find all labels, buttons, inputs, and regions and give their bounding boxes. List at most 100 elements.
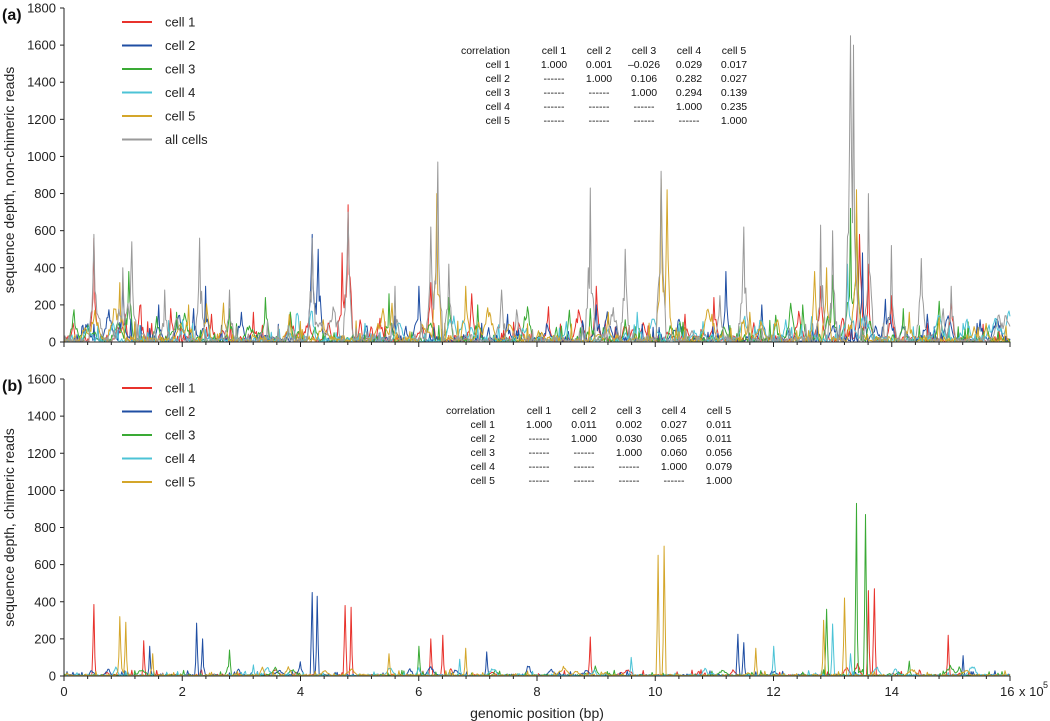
y-tick-label: 1400 bbox=[27, 409, 56, 424]
legend-entry: cell 1 bbox=[165, 15, 195, 30]
table-cell: 0.027 bbox=[721, 73, 747, 85]
table-row-label: cell 2 bbox=[485, 73, 510, 85]
table-cell: ------ bbox=[544, 73, 565, 85]
table-cell: 0.027 bbox=[661, 419, 687, 431]
table-cell: 1.000 bbox=[616, 447, 642, 459]
table-row-label: cell 5 bbox=[485, 115, 510, 127]
table-header: cell 1 bbox=[542, 45, 567, 57]
table-cell: ------ bbox=[679, 115, 700, 127]
table-cell: ------ bbox=[664, 475, 685, 487]
legend-entry: all cells bbox=[165, 132, 208, 147]
correlation-table: correlation cell 1 cell 2 cell 3 cell 4 cell … bbox=[446, 405, 732, 487]
y-tick-label: 200 bbox=[34, 631, 56, 646]
table-cell: 0.139 bbox=[721, 87, 747, 99]
legend-entry: cell 3 bbox=[165, 428, 195, 443]
table-cell: 1.000 bbox=[676, 101, 702, 113]
table-cell: 0.011 bbox=[571, 419, 597, 431]
x-tick-label: 4 bbox=[297, 684, 304, 699]
series-line-all-cells bbox=[63, 35, 1011, 343]
y-axis-title: sequence depth, chimeric reads bbox=[1, 428, 17, 626]
correlation-table: correlation cell 1 cell 2 cell 3 cell 4 cell … bbox=[461, 45, 747, 127]
y-tick-label: 1800 bbox=[27, 1, 56, 16]
table-cell: 0.079 bbox=[706, 461, 732, 473]
table-cell: 0.002 bbox=[616, 419, 642, 431]
table-cell: ------ bbox=[619, 475, 640, 487]
table-header: cell 3 bbox=[632, 45, 657, 57]
table-cell: –0.026 bbox=[628, 59, 660, 71]
table-cell: ------ bbox=[574, 475, 595, 487]
table-cell: 0.060 bbox=[661, 447, 687, 459]
table-cell: 0.029 bbox=[676, 59, 702, 71]
table-cell: 1.000 bbox=[541, 59, 567, 71]
table-row-label: cell 4 bbox=[485, 101, 510, 113]
x-tick-label: 0 bbox=[60, 684, 67, 699]
table-cell: ------ bbox=[544, 115, 565, 127]
table-cell: ------ bbox=[529, 461, 550, 473]
table-header: cell 5 bbox=[722, 45, 747, 57]
legend: cell 1 cell 2 cell 3 cell 4 cell 5 bbox=[122, 381, 195, 490]
y-tick-label: 1000 bbox=[27, 149, 56, 164]
table-cell: 0.056 bbox=[706, 447, 732, 459]
table-header: cell 5 bbox=[707, 405, 732, 417]
panel-a: (a) 0 200 400 600 800 1000 1200 1400 1600 1800 sequ… bbox=[1, 1, 1011, 350]
table-cell: 1.000 bbox=[706, 475, 732, 487]
panel-label: (b) bbox=[2, 378, 22, 395]
legend: cell 1 cell 2 cell 3 cell 4 cell 5 all cells bbox=[122, 15, 208, 147]
table-cell: 1.000 bbox=[586, 73, 612, 85]
y-tick-label: 600 bbox=[34, 557, 56, 572]
panel-label: (a) bbox=[2, 7, 22, 24]
table-cell: 0.017 bbox=[721, 59, 747, 71]
y-tick-label: 1200 bbox=[27, 112, 56, 127]
table-cell: 1.000 bbox=[526, 419, 552, 431]
x-scale-label: x 10 bbox=[1019, 684, 1044, 699]
table-corner-label: correlation bbox=[461, 45, 510, 57]
table-cell: 0.294 bbox=[676, 87, 702, 99]
table-cell: ------ bbox=[589, 101, 610, 113]
table-cell: 1.000 bbox=[571, 433, 597, 445]
legend-entry: cell 4 bbox=[165, 85, 195, 100]
table-row-label: cell 3 bbox=[470, 447, 495, 459]
table-cell: ------ bbox=[544, 87, 565, 99]
series-line-cell-3 bbox=[63, 502, 1011, 677]
y-tick-label: 1600 bbox=[27, 372, 56, 387]
table-cell: 1.000 bbox=[721, 115, 747, 127]
y-tick-label: 1600 bbox=[27, 38, 56, 53]
table-cell: 0.030 bbox=[616, 433, 642, 445]
y-tick-label: 0 bbox=[49, 669, 56, 684]
legend-entry: cell 5 bbox=[165, 475, 195, 490]
x-tick-label: 10 bbox=[648, 684, 662, 699]
table-header: cell 2 bbox=[572, 405, 597, 417]
table-cell: ------ bbox=[634, 115, 655, 127]
legend-entry: cell 2 bbox=[165, 404, 195, 419]
legend-entry: cell 1 bbox=[165, 381, 195, 396]
table-cell: 1.000 bbox=[631, 87, 657, 99]
table-header: cell 4 bbox=[662, 405, 687, 417]
y-tick-label: 800 bbox=[34, 186, 56, 201]
table-corner-label: correlation bbox=[446, 405, 495, 417]
table-cell: 0.011 bbox=[706, 433, 732, 445]
table-row-label: cell 1 bbox=[485, 59, 510, 71]
table-cell: ------ bbox=[529, 433, 550, 445]
series-line-cell-5 bbox=[63, 178, 1011, 343]
table-cell: 0.065 bbox=[661, 433, 687, 445]
table-header: cell 1 bbox=[527, 405, 552, 417]
table-cell: ------ bbox=[634, 101, 655, 113]
table-row-label: cell 2 bbox=[470, 433, 495, 445]
series-group bbox=[63, 502, 1011, 677]
legend-entry: cell 4 bbox=[165, 451, 195, 466]
table-cell: ------ bbox=[574, 461, 595, 473]
table-cell: ------ bbox=[544, 101, 565, 113]
y-tick-label: 200 bbox=[34, 297, 56, 312]
y-tick-label: 800 bbox=[34, 520, 56, 535]
legend-entry: cell 2 bbox=[165, 38, 195, 53]
table-cell: 0.001 bbox=[586, 59, 612, 71]
series-group bbox=[63, 35, 1011, 343]
table-row-label: cell 5 bbox=[470, 475, 495, 487]
panel-b: (b) 0 200 400 600 800 1000 1200 1400 1600 0 2 4 6 8 10 1… bbox=[1, 372, 1048, 721]
table-cell: ------ bbox=[619, 461, 640, 473]
y-axis-title: sequence depth, non-chimeric reads bbox=[1, 67, 17, 293]
x-tick-label: 2 bbox=[179, 684, 186, 699]
x-tick-label: 6 bbox=[415, 684, 422, 699]
table-cell: ------ bbox=[574, 447, 595, 459]
legend-entry: cell 5 bbox=[165, 109, 195, 124]
